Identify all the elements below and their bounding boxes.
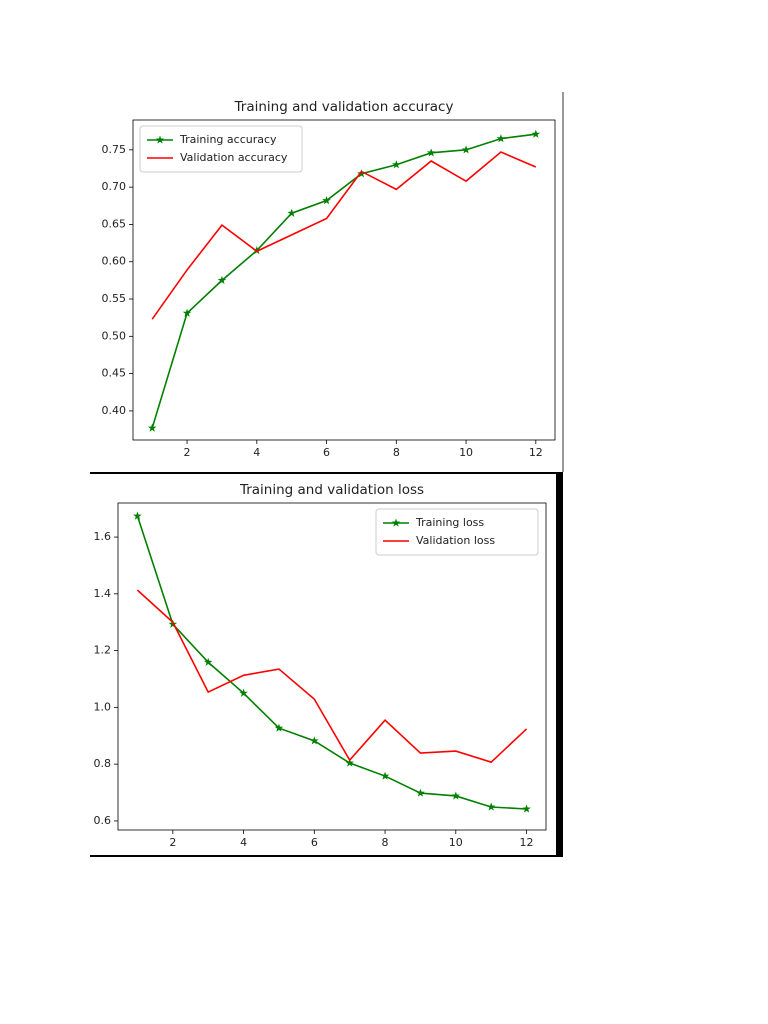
x-tick-label: 10 — [459, 446, 473, 459]
point-marker — [380, 771, 390, 780]
point-marker — [461, 145, 471, 154]
legend-box — [139, 125, 303, 173]
x-tick-label: 12 — [529, 446, 543, 459]
y-tick-label: 0.8 — [94, 757, 112, 770]
x-tick-label: 8 — [382, 836, 389, 849]
point-marker — [252, 246, 262, 255]
x-tick-label: 6 — [323, 446, 330, 459]
point-marker — [147, 423, 157, 432]
plot: Training and validation loss 2 4 6 8 10 12 0.6 0… — [94, 482, 547, 849]
point-marker — [203, 657, 213, 666]
x-tick-label: 12 — [520, 836, 534, 849]
x-tick-label: 4 — [253, 446, 260, 459]
legend-label: Training loss — [415, 516, 484, 529]
series-line — [151, 151, 537, 320]
point-marker — [182, 308, 192, 317]
point-marker — [426, 148, 436, 157]
y-tick-label: 0.50 — [102, 329, 127, 342]
point-marker — [486, 802, 496, 811]
legend-marker — [391, 518, 401, 527]
y-tick-label: 0.60 — [102, 255, 127, 268]
y-tick-label: 0.40 — [102, 404, 127, 417]
point-marker — [217, 275, 227, 285]
point-marker — [392, 160, 401, 169]
point-marker — [274, 723, 284, 732]
chart-title: Training and validation loss — [239, 482, 424, 498]
x-tick-label: 2 — [169, 836, 176, 849]
image-edge — [556, 473, 563, 856]
x-tick-label: 8 — [393, 446, 400, 459]
legend-box — [375, 508, 539, 556]
point-marker — [522, 804, 531, 813]
series-line — [136, 515, 527, 810]
point-marker — [287, 208, 296, 217]
legend-marker — [155, 135, 165, 144]
point-marker — [416, 788, 425, 797]
x-tick-label: 6 — [311, 836, 318, 849]
point-marker — [451, 791, 461, 800]
y-tick-label: 0.65 — [102, 217, 127, 230]
point-marker — [133, 511, 142, 520]
x-tick-label: 10 — [449, 836, 463, 849]
point-marker — [357, 169, 366, 178]
y-tick-label: 1.2 — [94, 644, 112, 657]
plot-frame — [117, 502, 547, 831]
y-tick-label: 0.75 — [102, 143, 127, 156]
legend-label: Validation accuracy — [180, 151, 288, 164]
point-marker — [310, 736, 319, 745]
point-marker — [496, 134, 506, 143]
legend-label: Validation loss — [416, 534, 495, 547]
y-tick-label: 1.0 — [94, 700, 112, 713]
y-tick-label: 0.55 — [102, 292, 127, 305]
point-marker — [322, 196, 331, 205]
legend-label: Training accuracy — [179, 133, 277, 146]
y-tick-label: 0.45 — [102, 367, 127, 380]
x-tick-label: 2 — [184, 446, 191, 459]
point-marker — [239, 688, 248, 697]
series-line — [136, 589, 528, 764]
plot: Training and validation accuracy 2 4 6 8 10 12… — [102, 99, 556, 459]
y-tick-label: 1.4 — [94, 587, 112, 600]
plot-frame — [132, 119, 556, 441]
y-tick-label: 1.6 — [94, 530, 112, 543]
point-marker — [345, 758, 354, 767]
point-marker — [531, 129, 541, 138]
y-tick-label: 0.6 — [94, 814, 112, 827]
series-line — [151, 133, 536, 429]
chart-title: Training and validation accuracy — [234, 99, 454, 115]
x-tick-label: 4 — [240, 836, 247, 849]
y-tick-label: 0.70 — [102, 180, 127, 193]
